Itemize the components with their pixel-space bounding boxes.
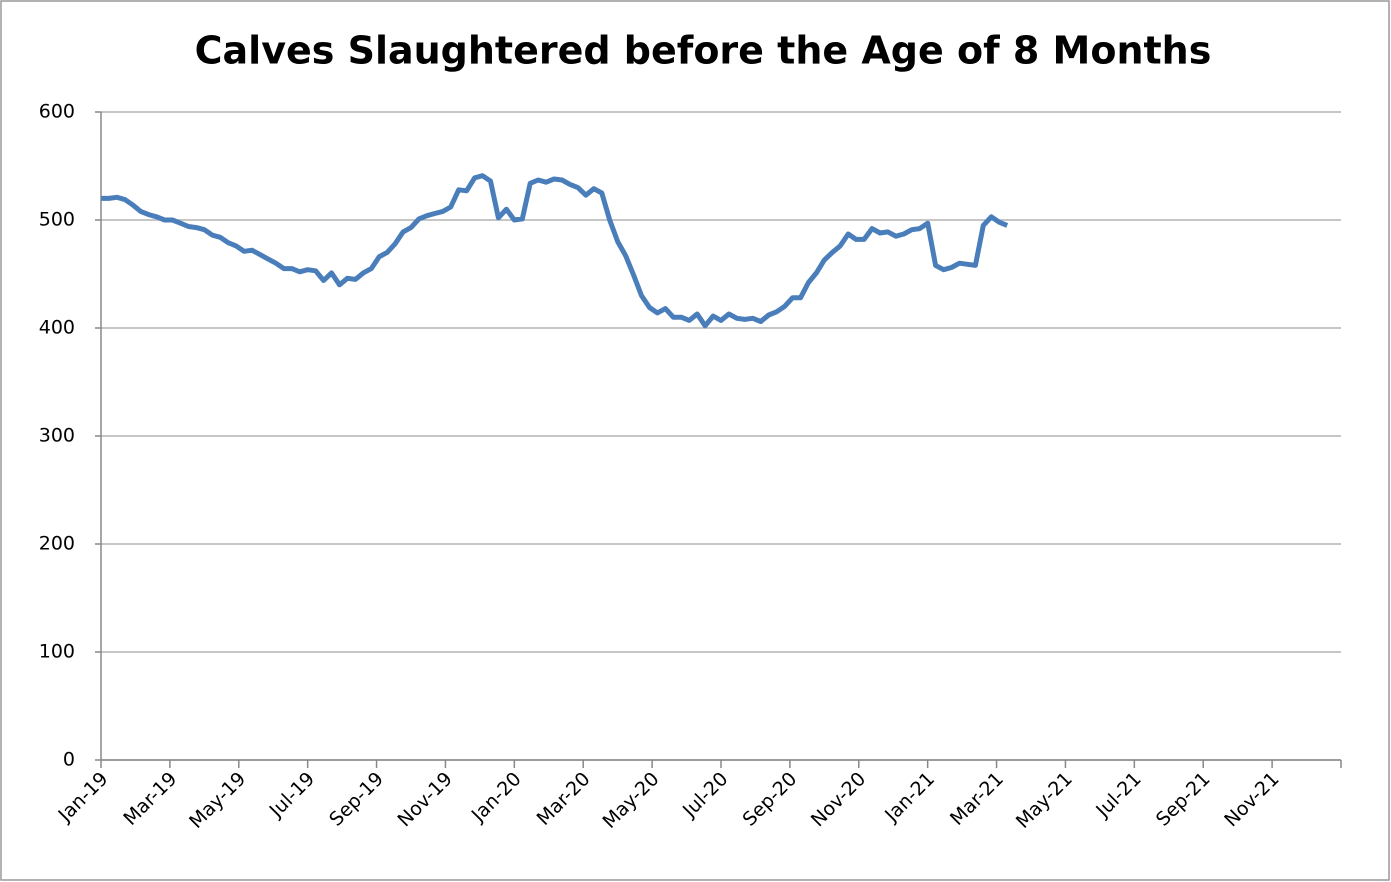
- y-tick-label: 300: [39, 425, 75, 447]
- y-tick-label: 600: [39, 101, 75, 123]
- y-tick-label: 500: [39, 209, 75, 231]
- y-tick-label: 0: [63, 749, 75, 771]
- y-tick-label: 200: [39, 533, 75, 555]
- chart-title: Calves Slaughtered before the Age of 8 M…: [195, 29, 1212, 73]
- data-line: [101, 173, 1009, 329]
- y-tick-label: 100: [39, 641, 75, 663]
- y-tick-label: 400: [39, 317, 75, 339]
